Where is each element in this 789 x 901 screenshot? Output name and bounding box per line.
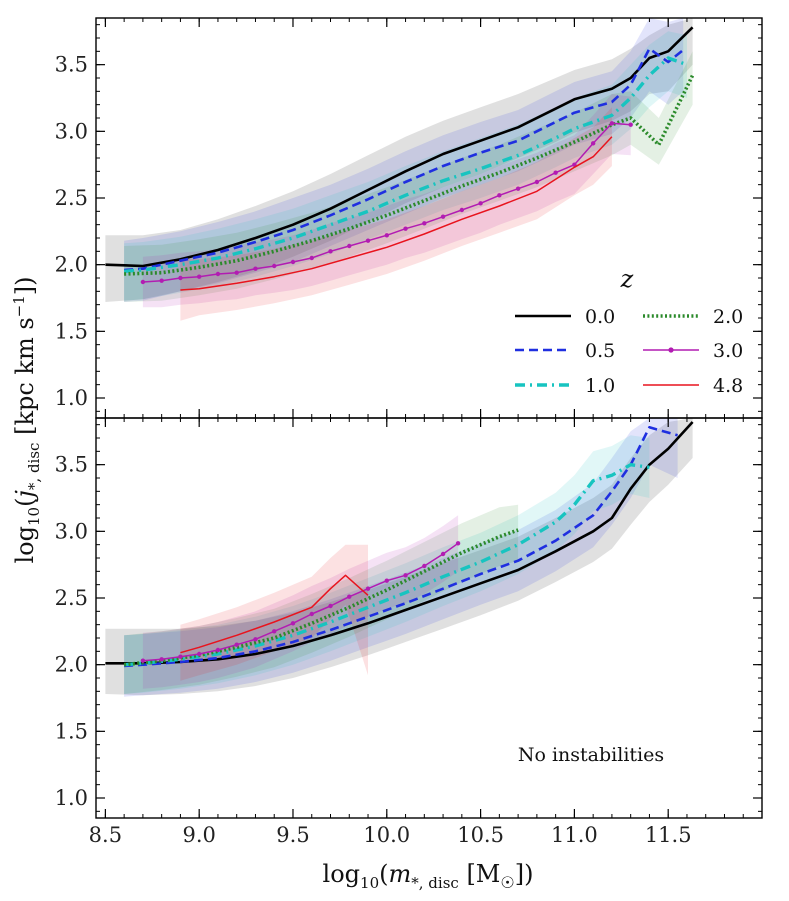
legend-title: z bbox=[620, 265, 634, 293]
point-z-3.0 bbox=[309, 611, 314, 617]
y-tick-label: 2.5 bbox=[55, 586, 88, 610]
band-z-0.5 bbox=[124, 418, 678, 697]
y-tick-label: 1.0 bbox=[55, 786, 88, 810]
point-z-3.0 bbox=[234, 642, 239, 647]
y-axis-title: log10(j*, disc [kpc km s−1]) bbox=[10, 276, 43, 563]
x-tick-label: 9.0 bbox=[182, 823, 215, 847]
point-z-3.0 bbox=[365, 586, 371, 591]
y-tick-label: 2.5 bbox=[55, 186, 88, 210]
point-z-3.0 bbox=[178, 654, 183, 659]
y-tick-label: 1.5 bbox=[55, 719, 88, 743]
series-line-z-0.5 bbox=[124, 47, 685, 272]
point-z-3.0 bbox=[384, 578, 389, 583]
legend: z0.0 0.5 1.0 2.0 3.0 4.8 bbox=[515, 265, 743, 397]
legend-label-z-2.0: 2.0 bbox=[713, 306, 743, 328]
series-line-z-0.0 bbox=[105, 26, 694, 268]
y-tick-label: 1.0 bbox=[55, 386, 88, 410]
series-line-z-4.8 bbox=[180, 136, 613, 291]
point-z-3.0 bbox=[459, 207, 465, 213]
panel-top: 1.0 1.5 2.0 2.5 3.0 3.5 bbox=[55, 17, 763, 419]
x-tick-label: 10.5 bbox=[457, 823, 504, 847]
point-z-3.0 bbox=[609, 121, 615, 126]
band-z-4.8 bbox=[180, 107, 612, 321]
series-line-z-0.0 bbox=[105, 421, 694, 665]
point-z-3.0 bbox=[178, 275, 183, 281]
point-z-3.0 bbox=[515, 186, 521, 191]
x-tick-label: 11.5 bbox=[645, 823, 692, 847]
x-tick-label: 9.5 bbox=[276, 823, 309, 847]
point-z-3.0 bbox=[347, 243, 352, 249]
x-axis-title: log10(m*, disc [M☉]) bbox=[323, 860, 534, 892]
y-tick-label: 3.5 bbox=[55, 53, 88, 77]
y-tick-label: 2.0 bbox=[55, 653, 88, 677]
point-z-3.0 bbox=[290, 621, 296, 626]
point-z-3.0 bbox=[422, 563, 427, 569]
legend-label-z-0.0: 0.0 bbox=[585, 306, 615, 328]
point-z-3.0 bbox=[403, 573, 408, 578]
point-z-3.0 bbox=[628, 122, 633, 127]
series-line-z-0.5 bbox=[124, 426, 678, 668]
y-tick-label: 1.5 bbox=[55, 319, 88, 343]
point-z-3.0 bbox=[572, 162, 577, 167]
series-line-z-1.0 bbox=[123, 463, 650, 667]
series-line-z-4.8 bbox=[180, 574, 369, 654]
series-line-z-1.0 bbox=[123, 56, 688, 273]
y-tick-label: 3.0 bbox=[55, 119, 88, 143]
point-z-3.0 bbox=[403, 226, 408, 231]
legend-label-z-0.5: 0.5 bbox=[585, 340, 615, 362]
point-z-3.0 bbox=[534, 179, 540, 185]
panel-bottom: 1.0 1.5 2.0 2.5 3.0 3.5 8.5 9.0 9.5 10.0 10.5 11.0 1… bbox=[55, 417, 763, 847]
legend-label-z-3.0: 3.0 bbox=[713, 340, 743, 362]
point-z-3.0 bbox=[553, 170, 558, 175]
band-z-0.0 bbox=[105, 418, 693, 696]
point-z-3.0 bbox=[478, 201, 483, 206]
point-z-3.0 bbox=[347, 594, 352, 599]
band-z-0.0 bbox=[105, 18, 693, 302]
series-line-z-2.0 bbox=[124, 74, 695, 276]
legend-label-z-4.8: 4.8 bbox=[713, 375, 743, 397]
band-z-2.0 bbox=[124, 504, 519, 694]
point-z-3.0 bbox=[196, 274, 202, 279]
y-tick-label: 3.0 bbox=[55, 519, 88, 543]
point-z-3.0 bbox=[272, 629, 277, 634]
legend-label-z-1.0: 1.0 bbox=[585, 375, 615, 397]
point-z-3.0 bbox=[140, 279, 146, 285]
y-tick-label: 2.0 bbox=[55, 253, 88, 277]
x-tick-label: 10.0 bbox=[363, 823, 410, 847]
x-tick-label: 11.0 bbox=[551, 823, 598, 847]
point-z-3.0 bbox=[440, 214, 446, 219]
point-z-3.0 bbox=[455, 541, 461, 546]
x-tick-label: 8.5 bbox=[89, 823, 122, 847]
point-z-3.0 bbox=[365, 238, 371, 243]
point-z-3.0 bbox=[253, 266, 258, 271]
point-z-3.0 bbox=[159, 278, 164, 283]
point-z-3.0 bbox=[309, 255, 314, 261]
point-z-3.0 bbox=[590, 141, 596, 146]
point-z-3.0 bbox=[196, 651, 202, 657]
point-z-3.0 bbox=[215, 647, 221, 653]
point-z-3.0 bbox=[272, 263, 277, 269]
point-z-3.0 bbox=[234, 270, 239, 275]
y-tick-label: 3.5 bbox=[55, 453, 88, 477]
point-z-3.0 bbox=[422, 221, 427, 226]
point-z-3.0 bbox=[140, 658, 146, 663]
point-z-3.0 bbox=[328, 603, 333, 609]
point-z-3.0 bbox=[384, 233, 389, 238]
series-line-z-3.0 bbox=[142, 542, 459, 662]
panel-annotation: No instabilities bbox=[518, 744, 664, 766]
point-z-3.0 bbox=[328, 249, 333, 254]
legend-marker bbox=[668, 347, 674, 353]
series-line-z-2.0 bbox=[123, 528, 519, 667]
point-z-3.0 bbox=[159, 657, 164, 662]
point-z-3.0 bbox=[215, 271, 221, 277]
band-z-0.5 bbox=[124, 18, 684, 302]
point-z-3.0 bbox=[253, 637, 258, 642]
point-z-3.0 bbox=[497, 193, 502, 198]
point-z-3.0 bbox=[440, 551, 446, 557]
plot-frame bbox=[95, 417, 763, 819]
point-z-3.0 bbox=[290, 259, 296, 265]
band-z-3.0 bbox=[142, 515, 459, 689]
